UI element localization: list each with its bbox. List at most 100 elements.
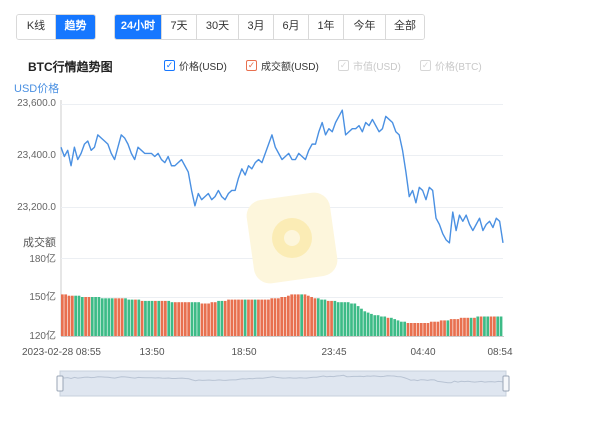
tab-range-6[interactable]: 今年 [344, 15, 386, 39]
volume-bar [473, 317, 476, 336]
volume-bar [499, 316, 503, 336]
volume-bar [436, 321, 440, 336]
volume-bar [230, 299, 234, 336]
volume-bar [419, 323, 423, 336]
volume-bar [406, 323, 410, 336]
volume-bar [286, 295, 290, 336]
legend-price-btc[interactable]: ✓ 价格(BTC) [420, 58, 482, 73]
volume-bar [463, 317, 466, 336]
volume-bar [370, 313, 373, 336]
price-tick-label: 23,400.0 [17, 150, 56, 161]
x-tick-label: 18:50 [231, 347, 256, 358]
volume-bar [130, 299, 134, 336]
volume-bar [489, 316, 493, 336]
volume-bar [207, 303, 210, 336]
volume-bar [493, 316, 496, 336]
volume-bar [160, 300, 164, 336]
navigator-handle-left[interactable] [56, 375, 64, 392]
volume-bar [409, 323, 413, 336]
volume-bar [413, 323, 416, 336]
tab-range-1[interactable]: 7天 [162, 15, 197, 39]
volume-bar [170, 302, 174, 336]
volume-bar [366, 312, 370, 336]
volume-bar [237, 299, 240, 336]
volume-bar [134, 299, 137, 336]
volume-bar [416, 323, 420, 336]
volume-bar [240, 299, 244, 336]
volume-bar [67, 295, 71, 336]
volume-bar [217, 300, 220, 336]
tab-range-2[interactable]: 30天 [197, 15, 239, 39]
volume-bar [429, 321, 433, 336]
tab-range-0[interactable]: 24小时 [115, 15, 162, 39]
navigator-handle-right[interactable] [502, 375, 510, 392]
volume-bar [177, 302, 181, 336]
volume-bar [127, 299, 131, 336]
volume-bar [399, 321, 403, 336]
volume-bar [273, 298, 277, 336]
volume-bar [183, 302, 187, 336]
tab-range-4[interactable]: 6月 [274, 15, 309, 39]
volume-bar [303, 294, 307, 336]
volume-bar [77, 295, 81, 336]
volume-bar [316, 298, 320, 336]
volume-bar [87, 297, 91, 336]
volume-bar [459, 317, 463, 336]
volume-bar [260, 299, 264, 336]
volume-bar [449, 319, 453, 336]
volume-bar [247, 299, 250, 336]
price-tick-label: 23,200.0 [17, 202, 56, 213]
x-tick-label: 08:54 [487, 347, 512, 358]
x-tick-label: 23:45 [321, 347, 346, 358]
volume-bar [403, 321, 407, 336]
volume-bar [193, 302, 197, 336]
volume-bar [187, 302, 191, 336]
chart-title: BTC行情趋势图 [28, 60, 113, 74]
price-axis-label: USD价格 [14, 81, 59, 95]
legend-price-usd[interactable]: ✓ 价格(USD) [164, 58, 227, 73]
volume-bar [439, 320, 443, 336]
x-tick-label: 04:40 [410, 347, 435, 358]
tab-mode-0[interactable]: K线 [17, 15, 56, 39]
tab-range-5[interactable]: 1年 [309, 15, 344, 39]
tab-mode-1[interactable]: 趋势 [56, 15, 95, 39]
volume-bar [323, 299, 327, 336]
volume-bar [476, 316, 480, 336]
legend-volume-usd[interactable]: ✓ 成交额(USD) [246, 58, 319, 73]
volume-bar [97, 297, 101, 336]
volume-bar [277, 298, 280, 336]
volume-bar [124, 298, 127, 336]
price-line [60, 109, 504, 244]
volume-bar [70, 295, 74, 336]
tab-range-3[interactable]: 3月 [239, 15, 274, 39]
legend-marketcap-usd[interactable]: ✓ 市值(USD) [338, 58, 401, 73]
volume-bar [120, 298, 124, 336]
volume-bar [263, 299, 267, 336]
volume-bar [147, 300, 151, 336]
x-tick-label: 13:50 [139, 347, 164, 358]
volume-bar [373, 315, 377, 336]
volume-bar [393, 319, 397, 336]
volume-bar [386, 317, 390, 336]
volume-bar [100, 298, 104, 336]
volume-bar [227, 299, 230, 336]
volume-bar [320, 299, 323, 336]
volume-bar [140, 300, 144, 336]
volume-bar [363, 311, 367, 336]
volume-bar [290, 294, 294, 336]
legend-label: 成交额(USD) [261, 62, 319, 73]
volume-bar [243, 299, 247, 336]
volume-bar [446, 320, 450, 336]
check-icon: ✓ [338, 60, 349, 71]
volume-bar [343, 302, 347, 336]
volume-bar [270, 298, 274, 336]
volume-bar [164, 300, 167, 336]
mode-tabs: K线 趋势 [16, 14, 96, 40]
volume-bar [200, 303, 204, 336]
volume-bar [114, 298, 117, 336]
watermark-logo [246, 192, 338, 284]
range-navigator[interactable] [56, 370, 510, 397]
volume-bar [479, 316, 483, 336]
volume-bar [466, 317, 470, 336]
tab-range-7[interactable]: 全部 [386, 15, 424, 39]
